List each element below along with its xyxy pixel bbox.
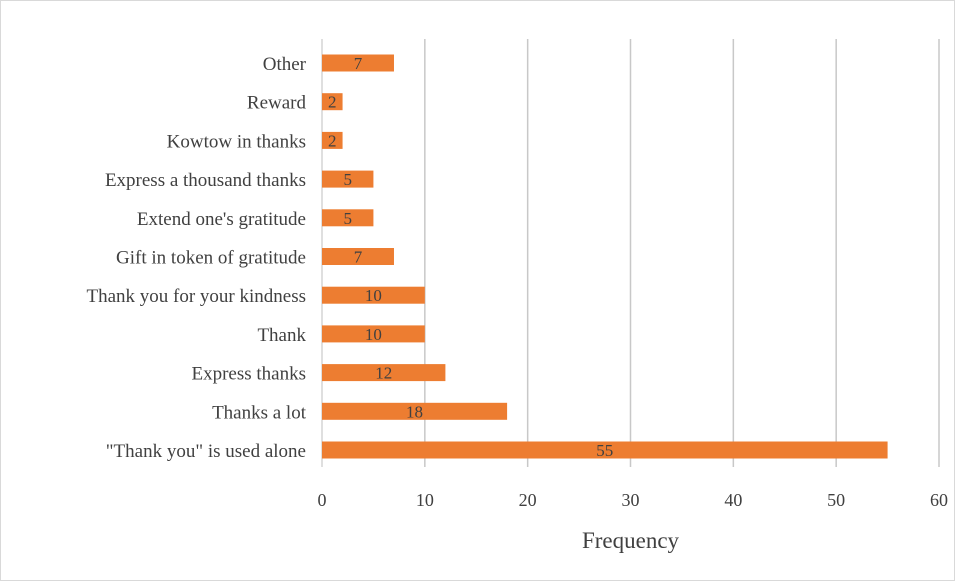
category-label: "Thank you" is used alone bbox=[106, 441, 306, 462]
category-labels: "Thank you" is used alone Thanks a lot Exp… bbox=[86, 54, 306, 462]
bar-value-label: 5 bbox=[343, 170, 352, 189]
category-label: Express a thousand thanks bbox=[105, 170, 306, 191]
bar-value-label: 7 bbox=[354, 54, 363, 73]
bar bbox=[322, 54, 394, 72]
x-tick-label: 30 bbox=[622, 490, 640, 510]
x-tick-label: 10 bbox=[416, 490, 434, 510]
category-label: Thanks a lot bbox=[212, 402, 307, 423]
bar-value-label: 2 bbox=[328, 131, 337, 150]
category-label: Extend one's gratitude bbox=[137, 209, 306, 230]
x-axis-title: Frequency bbox=[582, 528, 680, 553]
bar-value-label: 18 bbox=[406, 402, 423, 421]
bar bbox=[322, 441, 888, 459]
bar-value-label: 10 bbox=[365, 286, 382, 305]
x-tick-label: 50 bbox=[827, 490, 845, 510]
category-label: Reward bbox=[247, 93, 307, 114]
bar bbox=[322, 248, 394, 265]
category-label: Thank you for your kindness bbox=[86, 286, 306, 307]
bar bbox=[322, 286, 425, 304]
category-label: Express thanks bbox=[191, 364, 306, 385]
x-tick-label: 20 bbox=[519, 490, 537, 510]
bar-value-label: 5 bbox=[343, 209, 352, 228]
bar-value-label: 7 bbox=[354, 248, 363, 267]
bar-value-label: 10 bbox=[365, 325, 382, 344]
x-tick-labels: 0 10 20 30 40 50 60 bbox=[318, 490, 949, 510]
gridlines bbox=[321, 39, 940, 467]
bar bbox=[322, 402, 508, 420]
bar bbox=[322, 325, 425, 343]
bar bbox=[322, 364, 446, 382]
bar bbox=[322, 131, 343, 149]
category-label: Thank bbox=[257, 325, 306, 346]
category-label: Kowtow in thanks bbox=[167, 131, 306, 152]
x-tick-label: 60 bbox=[930, 490, 948, 510]
bar bbox=[322, 93, 343, 111]
bar-value-label: 2 bbox=[328, 93, 337, 112]
category-label: Gift in token of gratitude bbox=[116, 248, 306, 269]
bar bbox=[322, 170, 374, 188]
x-tick-label: 40 bbox=[724, 490, 742, 510]
bar-value-label: 55 bbox=[596, 441, 613, 460]
x-tick-label: 0 bbox=[318, 490, 327, 510]
bar bbox=[322, 209, 374, 227]
category-label: Other bbox=[263, 54, 307, 75]
bar-value-label: 12 bbox=[375, 364, 392, 383]
